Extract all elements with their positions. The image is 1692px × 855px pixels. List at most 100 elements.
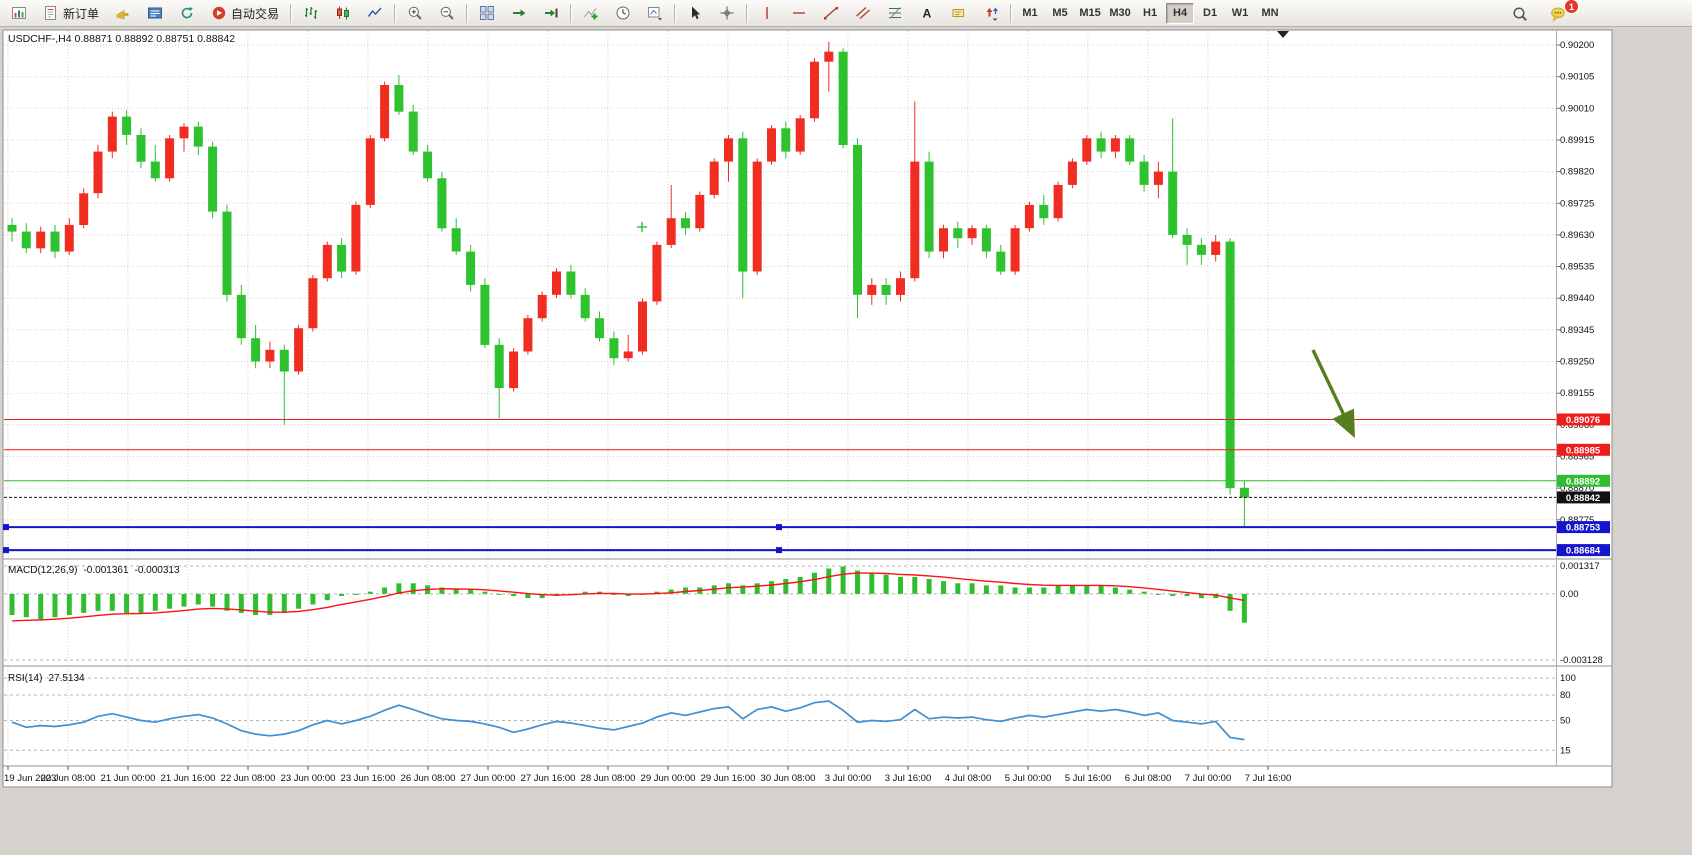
line-handle[interactable]: [3, 524, 9, 531]
svg-text:0.001317: 0.001317: [1560, 561, 1600, 572]
macd-histogram: [9, 566, 1247, 623]
crosshair-icon: [719, 5, 735, 21]
vertical-line-button[interactable]: [751, 1, 783, 25]
svg-text:15: 15: [1560, 745, 1571, 756]
newchart-icon: [11, 5, 27, 21]
zoomout-icon: [439, 5, 455, 21]
svg-text:0.00: 0.00: [1560, 589, 1579, 600]
resistance-line-2[interactable]: 0.88985: [4, 443, 1610, 457]
toolbar-separator: [394, 3, 397, 23]
chat-icon: [1550, 6, 1566, 22]
notifications-button[interactable]: 1: [1542, 0, 1579, 26]
svg-text:30 Jun 08:00: 30 Jun 08:00: [761, 773, 816, 784]
line-chart-button[interactable]: [359, 1, 391, 25]
svg-text:50: 50: [1560, 716, 1571, 727]
price-label: 0.88842: [1566, 493, 1600, 504]
search-icon: [1512, 6, 1528, 22]
svg-text:27 Jun 00:00: 27 Jun 00:00: [461, 773, 516, 784]
notification-badge: 1: [1564, 0, 1579, 14]
svg-text:0.89345: 0.89345: [1560, 325, 1594, 336]
text-button[interactable]: A: [911, 1, 943, 25]
price-label: 0.88985: [1566, 445, 1601, 456]
svg-text:0.89820: 0.89820: [1560, 167, 1594, 178]
svg-text:0.90200: 0.90200: [1560, 40, 1594, 51]
timeframe-H4-button[interactable]: H4: [1166, 2, 1195, 24]
candlestick-chart-button[interactable]: [327, 1, 359, 25]
crosshair-button[interactable]: [711, 1, 743, 25]
zoom-in-button[interactable]: [399, 1, 431, 25]
bar-chart-button[interactable]: [295, 1, 327, 25]
timeframe-M5-button[interactable]: M5: [1052, 7, 1068, 19]
equidistant-channel-button[interactable]: [847, 1, 879, 25]
toolbar-separator: [674, 3, 677, 23]
cursor-button[interactable]: [679, 1, 711, 25]
svg-text:29 Jun 16:00: 29 Jun 16:00: [701, 773, 756, 784]
toolbar-right-tools: 1: [1504, 0, 1579, 26]
resistance-line-1[interactable]: 0.89076: [4, 413, 1610, 427]
new-order-button[interactable]: 新订单: [35, 1, 107, 25]
timeframe-W1-button[interactable]: W1: [1231, 7, 1249, 19]
horizontal-line-button[interactable]: [783, 1, 815, 25]
svg-text:5 Jul 00:00: 5 Jul 00:00: [1005, 773, 1051, 784]
chart-shift-button[interactable]: [535, 1, 567, 25]
svg-text:28 Jun 08:00: 28 Jun 08:00: [581, 773, 636, 784]
timeframe-H1-button[interactable]: H1: [1143, 7, 1158, 19]
template-icon: [647, 5, 663, 21]
trendline-button[interactable]: [815, 1, 847, 25]
line-handle[interactable]: [776, 524, 782, 531]
down-arrow-annotation[interactable]: [1311, 349, 1355, 439]
timeframe-D1-button[interactable]: D1: [1203, 7, 1218, 19]
search-button[interactable]: [1504, 2, 1536, 26]
price-label-box: [1557, 544, 1610, 557]
timeframe-M1-button[interactable]: M1: [1022, 7, 1038, 19]
svg-text:4 Jul 08:00: 4 Jul 08:00: [945, 773, 991, 784]
new-chart-button[interactable]: [3, 1, 35, 25]
arrows-button[interactable]: [975, 1, 1007, 25]
linechart-icon: [367, 5, 383, 21]
line-handle[interactable]: [776, 547, 782, 554]
svg-text:0.90105: 0.90105: [1560, 72, 1594, 83]
svg-text:A: A: [923, 7, 932, 21]
tile-windows-button[interactable]: [471, 1, 503, 25]
market-depth-button[interactable]: [139, 1, 171, 25]
text-label-button[interactable]: [943, 1, 975, 25]
periods-button[interactable]: [607, 1, 639, 25]
candles-icon: [335, 5, 351, 21]
templates-button[interactable]: [639, 1, 671, 25]
publisher-button[interactable]: [107, 1, 139, 25]
timeframe-M15-button[interactable]: M15: [1079, 7, 1101, 19]
fibonacci-button[interactable]: [879, 1, 911, 25]
new-order-button-label: 新订单: [63, 6, 100, 21]
line-handle[interactable]: [3, 547, 9, 554]
hline-icon: [791, 5, 807, 21]
auto-trading-button[interactable]: 自动交易: [203, 1, 287, 25]
timeframe-MN-button[interactable]: MN: [1261, 7, 1279, 19]
support-line-2[interactable]: 0.88684: [3, 544, 1610, 557]
panel-separators[interactable]: [3, 30, 1612, 767]
svg-text:80: 80: [1560, 690, 1571, 701]
svg-text:3 Jul 00:00: 3 Jul 00:00: [825, 773, 871, 784]
ask-line[interactable]: 0.88892: [4, 474, 1610, 488]
refresh-button[interactable]: [171, 1, 203, 25]
svg-text:29 Jun 00:00: 29 Jun 00:00: [641, 773, 696, 784]
rsi-line: [11, 700, 1245, 741]
vline-icon: [759, 5, 775, 21]
order-icon: [43, 5, 59, 21]
indicators-button[interactable]: [575, 1, 607, 25]
chart-title: USDCHF-,H4 0.88871 0.88892 0.88751 0.888…: [8, 33, 235, 45]
svg-text:0.89630: 0.89630: [1560, 230, 1594, 241]
support-line-1[interactable]: 0.88753: [3, 521, 1610, 534]
svg-text:0.89250: 0.89250: [1560, 357, 1594, 368]
fibo-icon: [887, 5, 903, 21]
svg-text:0.89440: 0.89440: [1560, 293, 1594, 304]
trendline-icon: [823, 5, 839, 21]
arrows-icon: [983, 5, 999, 21]
timeframe-M30-button[interactable]: M30: [1109, 7, 1131, 19]
auto-scroll-button[interactable]: [503, 1, 535, 25]
zoom-out-button[interactable]: [431, 1, 463, 25]
indicators-icon: [583, 5, 599, 21]
auto-trading-button-label: 自动交易: [231, 6, 280, 21]
chart-shift-marker[interactable]: [1277, 31, 1289, 38]
bid-line[interactable]: 0.88842: [4, 491, 1610, 504]
